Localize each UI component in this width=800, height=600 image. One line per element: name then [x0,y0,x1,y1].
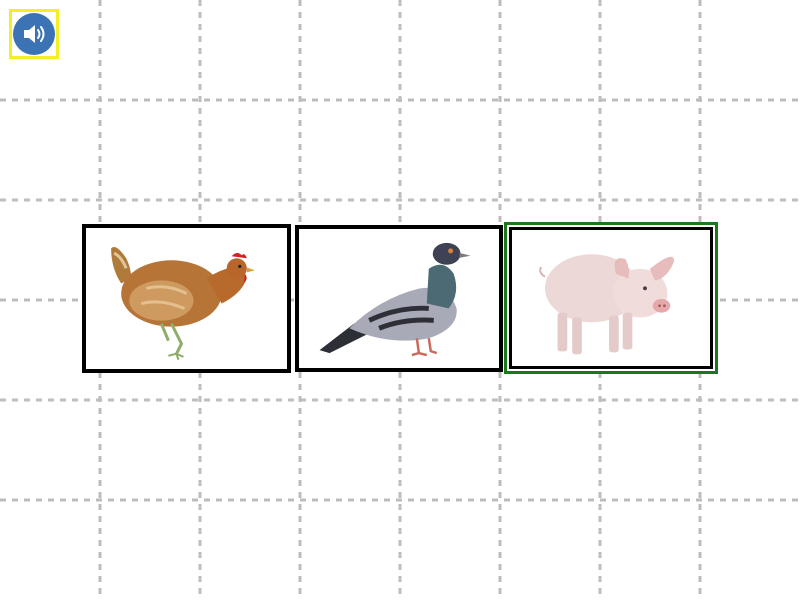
card-hen[interactable] [82,224,291,373]
card-pig[interactable] [504,222,718,374]
pig-image [539,254,675,355]
card-pigeon[interactable] [295,225,503,372]
speaker-icon [13,13,55,55]
pigeon-image [319,242,471,357]
hen-image [111,246,255,361]
audio-button[interactable] [9,9,59,59]
card-pig-frame [509,227,713,369]
